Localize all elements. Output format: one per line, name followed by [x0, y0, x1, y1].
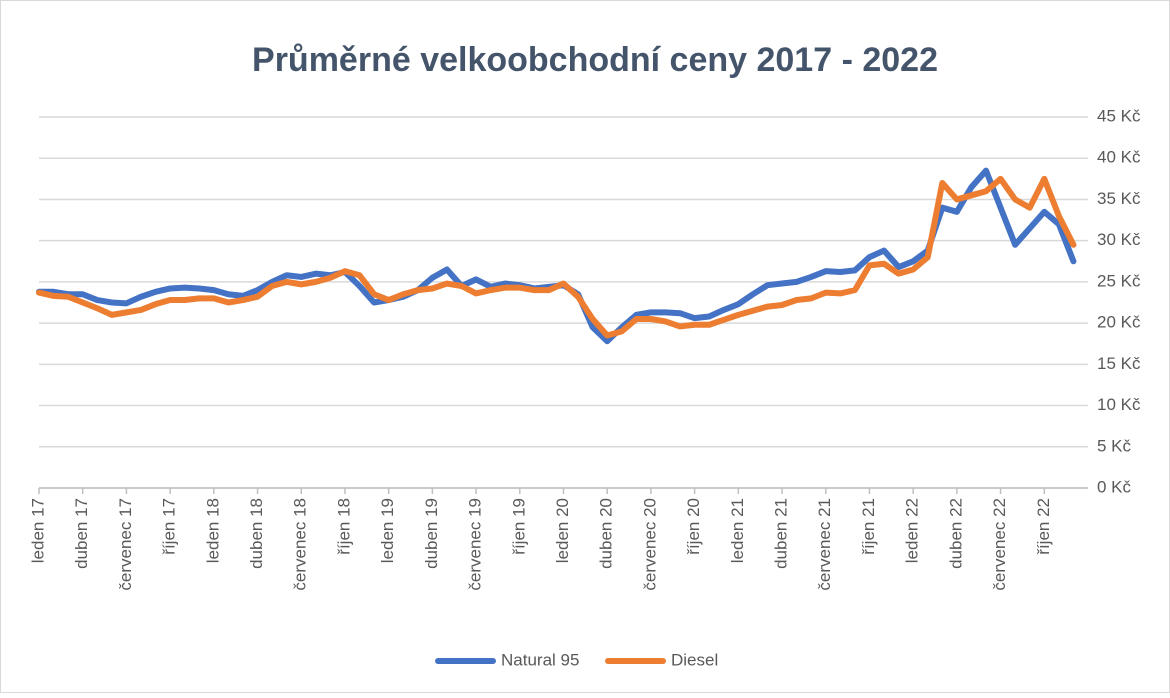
x-tick-label: duben 19 — [422, 498, 441, 569]
y-tick-label: 40 Kč — [1097, 148, 1141, 167]
x-tick-label: červenec 18 — [291, 498, 310, 591]
x-tick-label: červenec 20 — [640, 498, 659, 591]
y-tick-label: 45 Kč — [1097, 106, 1141, 125]
y-tick-label: 35 Kč — [1097, 189, 1141, 208]
x-tick-label: červenec 22 — [990, 498, 1009, 591]
x-tick-label: říjen 17 — [160, 498, 179, 555]
x-tick-label: červenec 17 — [116, 498, 135, 591]
y-tick-label: 0 Kč — [1097, 477, 1132, 496]
x-tick-label: leden 17 — [28, 498, 47, 563]
x-tick-label: říjen 21 — [859, 498, 878, 555]
x-tick-label: leden 21 — [728, 498, 747, 563]
y-tick-label: 30 Kč — [1097, 230, 1141, 249]
x-tick-label: duben 20 — [597, 498, 616, 569]
x-tick-label: říjen 19 — [509, 498, 528, 555]
x-tick-label: říjen 20 — [684, 498, 703, 555]
x-tick-label: leden 19 — [378, 498, 397, 563]
x-tick-label: leden 22 — [903, 498, 922, 563]
x-tick-label: duben 21 — [772, 498, 791, 569]
y-tick-label: 10 Kč — [1097, 395, 1141, 414]
y-tick-label: 25 Kč — [1097, 271, 1141, 290]
x-tick-label: duben 18 — [247, 498, 266, 569]
series-line — [36, 175, 1077, 339]
x-tick-label: duben 17 — [72, 498, 91, 569]
legend-label: Diesel — [671, 650, 718, 669]
y-tick-label: 15 Kč — [1097, 354, 1141, 373]
y-tick-label: 20 Kč — [1097, 313, 1141, 332]
x-tick-label: červenec 19 — [466, 498, 485, 591]
x-tick-label: leden 18 — [203, 498, 222, 563]
legend-label: Natural 95 — [501, 650, 579, 669]
x-tick-label: duben 22 — [946, 498, 965, 569]
legend-item: Natural 95 — [435, 650, 579, 669]
y-tick-label: 5 Kč — [1097, 436, 1132, 455]
x-tick-label: říjen 22 — [1034, 498, 1053, 555]
legend-item: Diesel — [605, 650, 718, 669]
x-tick-label: říjen 18 — [334, 498, 353, 555]
x-tick-label: červenec 21 — [815, 498, 834, 591]
x-tick-label: leden 20 — [553, 498, 572, 563]
chart-title: Průměrné velkoobchodní ceny 2017 - 2022 — [252, 41, 938, 79]
